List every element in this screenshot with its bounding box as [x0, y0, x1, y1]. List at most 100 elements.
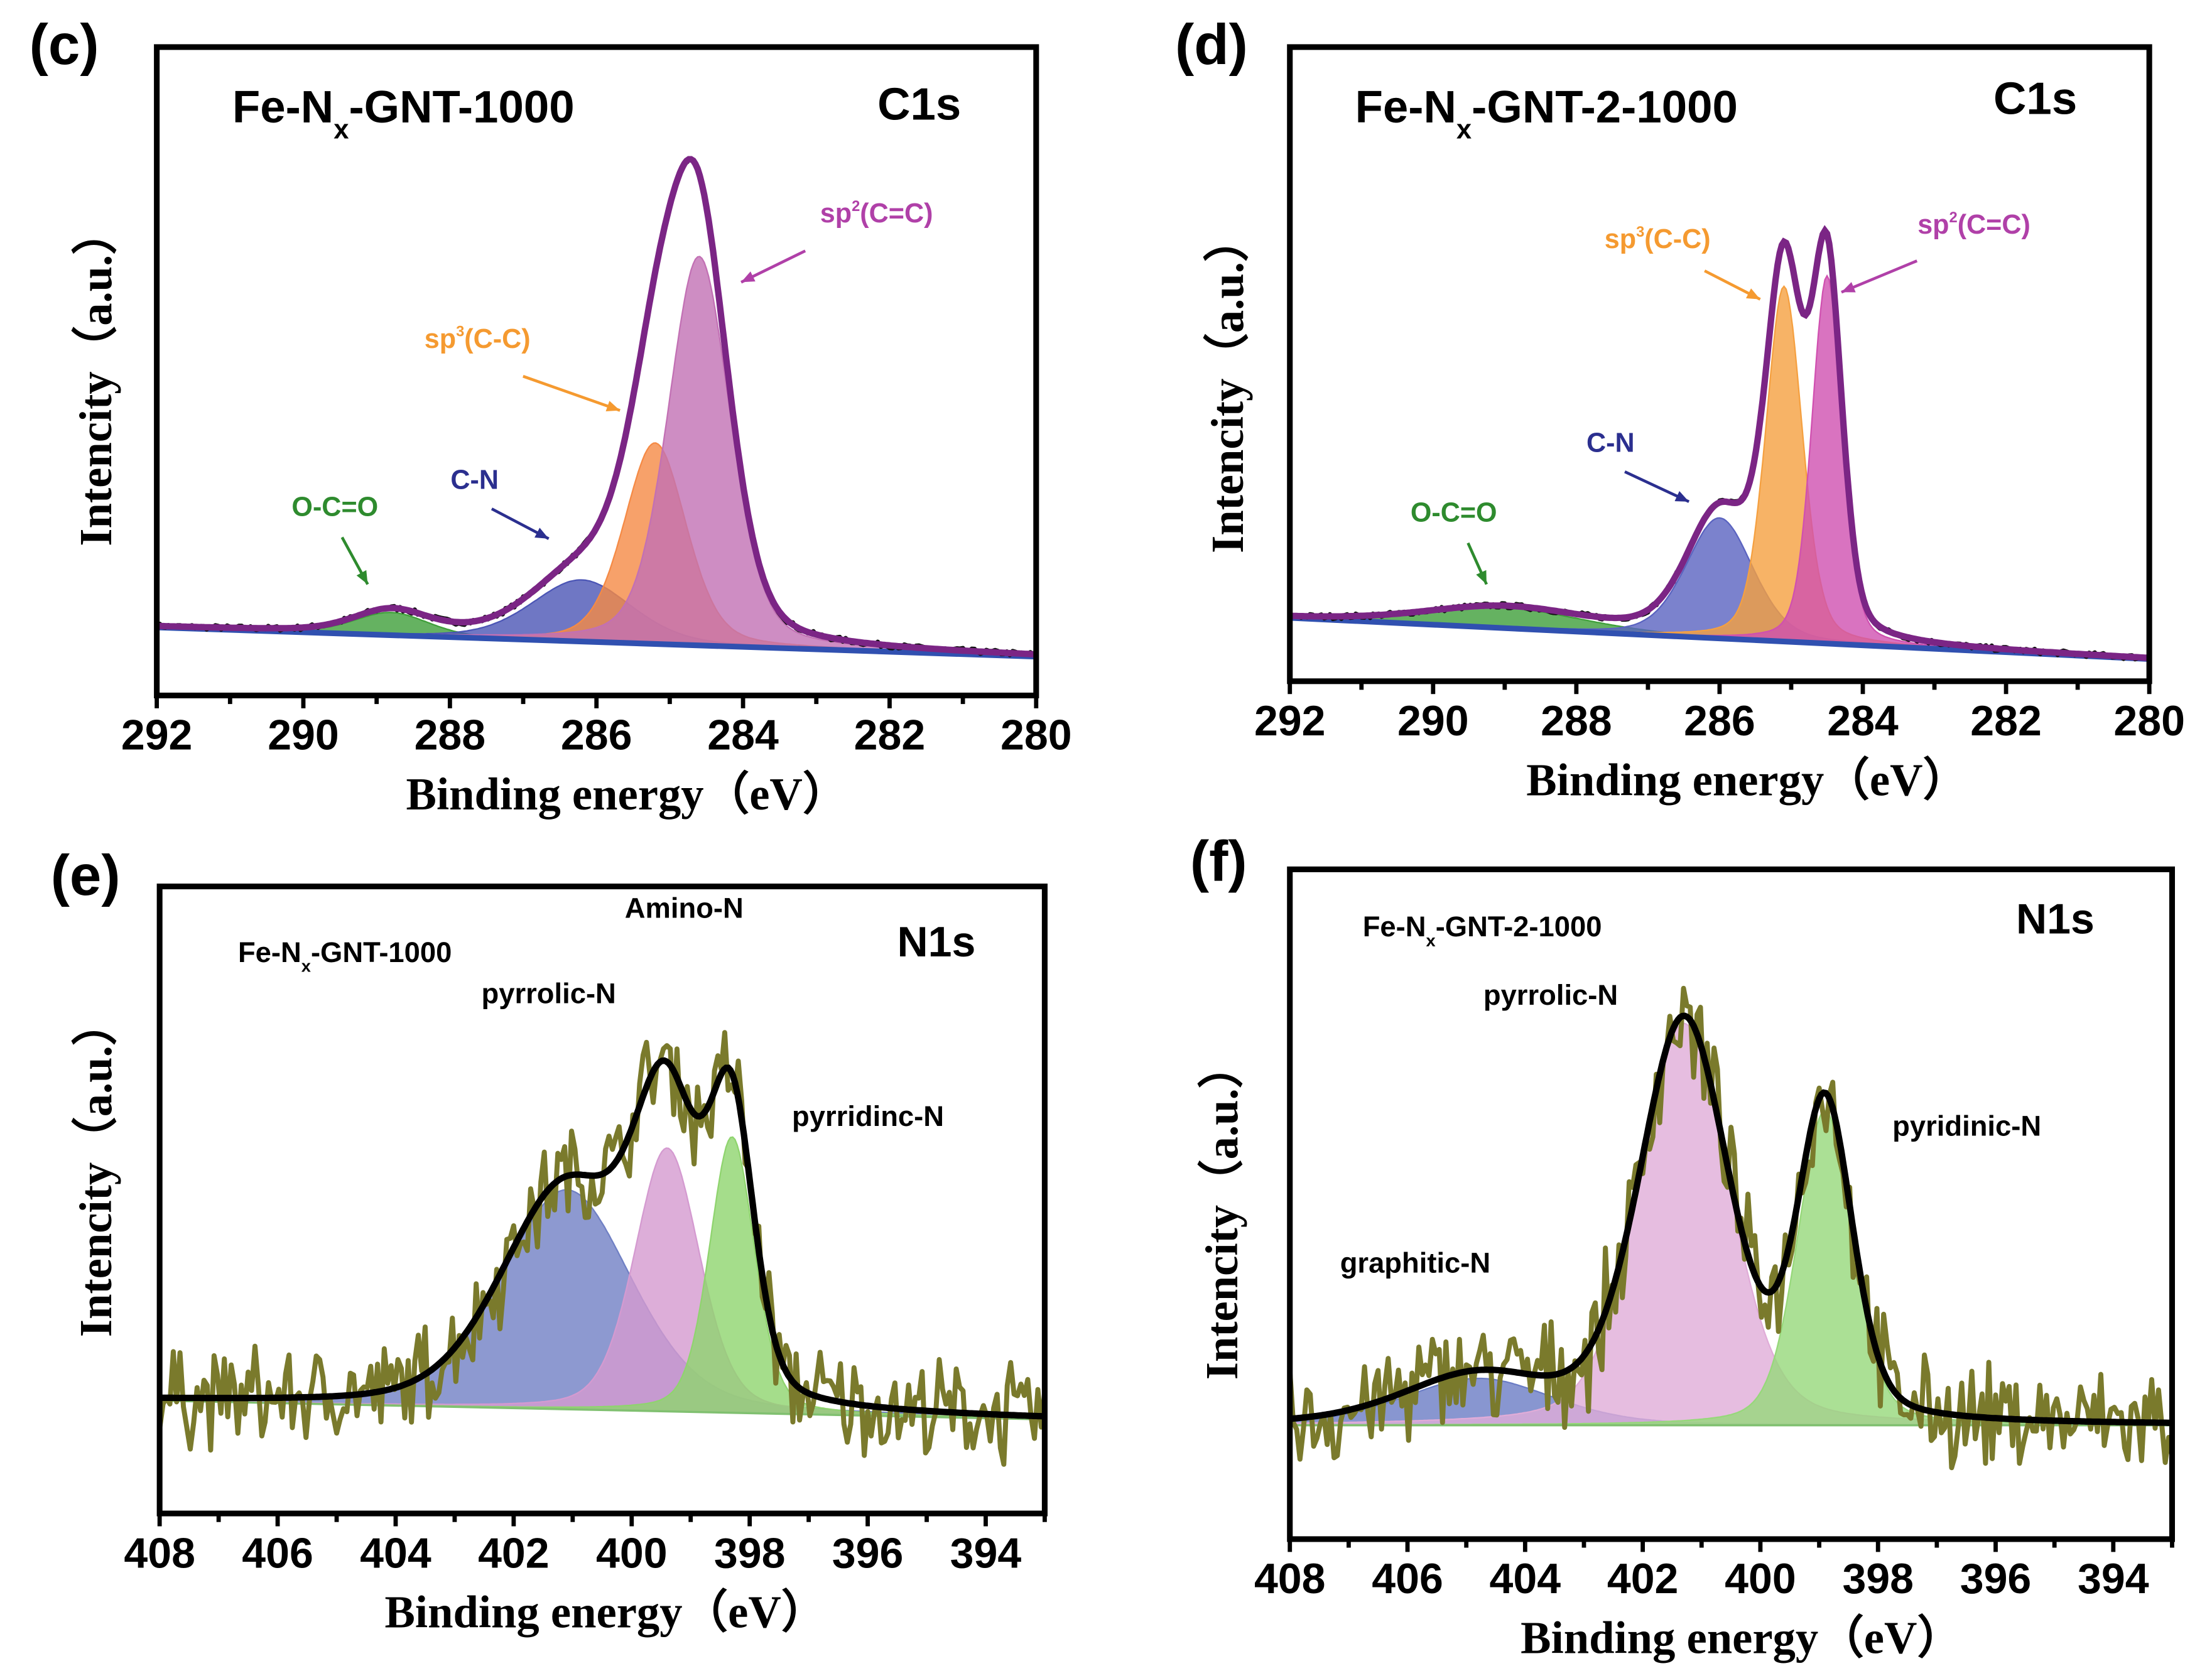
x-tick-label: 400 — [1725, 1555, 1796, 1603]
peak-label: pyrrolic-N — [482, 978, 616, 1010]
x-tick-label: 398 — [714, 1529, 786, 1577]
sample-name: Fe-Nx-GNT-2-1000 — [1363, 911, 1602, 950]
arrow-head-icon — [1841, 282, 1856, 293]
plot-frame — [156, 884, 1048, 1517]
arrow-head-icon — [356, 570, 368, 585]
x-tick-label: 290 — [268, 711, 339, 759]
x-tick-label: 280 — [2113, 697, 2185, 745]
peak-label: sp2(C=C) — [1917, 210, 2030, 240]
x-tick-label: 406 — [1372, 1555, 1443, 1603]
fit-envelope-line — [160, 1057, 1045, 1420]
arrow-head-icon — [741, 271, 756, 283]
chart-panel-c: 292 290 288 286 284 282 280 Binding energy（eV） I… — [30, 13, 1072, 819]
x-tick-label: 288 — [1541, 697, 1612, 745]
sample-name: Fe-Nx-GNT-2-1000 — [1355, 82, 1738, 144]
x-tick-label: 406 — [242, 1529, 313, 1577]
chart-panel-e: 408 406 404 402 400 398 396 394 Binding energy（e… — [51, 844, 1048, 1638]
x-tick-label: 402 — [478, 1529, 550, 1577]
x-tick-label: 396 — [832, 1529, 904, 1577]
sample-name-pre: Fe-N — [1363, 911, 1426, 943]
peak-label: graphitic-N — [1340, 1247, 1490, 1279]
x-axis-label: Binding energy（eV） — [406, 769, 848, 819]
spectrum-title: C1s — [1993, 73, 2077, 124]
sample-name-post: -GNT-1000 — [349, 82, 574, 133]
spectrum-title: C1s — [877, 79, 961, 130]
peak-label: C-N — [1586, 428, 1635, 458]
panel-letter: (e) — [51, 844, 121, 907]
peak-label: sp2(C=C) — [820, 198, 933, 229]
x-tick-label: 402 — [1607, 1555, 1679, 1603]
y-axis-label: Intencity（a.u.） — [70, 209, 121, 546]
chart-panel-f: 408 406 404 402 400 398 396 394 Binding energy（e… — [1190, 830, 2175, 1663]
x-tick-label: 292 — [1254, 697, 1326, 745]
plot-area — [1289, 225, 2150, 663]
x-tick-label: 394 — [2078, 1555, 2149, 1603]
plot-area — [156, 156, 1036, 660]
x-tick-label: 408 — [1254, 1555, 1326, 1603]
sample-name-post: -GNT-2-1000 — [1472, 82, 1738, 133]
peak-label-sup: 2 — [1949, 210, 1958, 226]
sample-name-post: -GNT-1000 — [311, 936, 452, 968]
spectrum-title: N1s — [2016, 895, 2095, 943]
x-tick-label: 290 — [1397, 697, 1469, 745]
raw-data-line — [1289, 985, 2172, 1471]
sample-name: Fe-Nx-GNT-1000 — [232, 82, 575, 144]
panel-letter: (c) — [30, 13, 99, 77]
x-tick-label: 292 — [121, 711, 193, 759]
raw-data-line — [156, 156, 1036, 657]
peak-label-sup: 2 — [852, 198, 860, 215]
sample-name-pre: Fe-N — [1355, 82, 1456, 133]
peak-label: pyrridinc-N — [792, 1100, 944, 1132]
fit-envelope-line — [1289, 225, 2150, 661]
peak-label-sup: 3 — [1636, 224, 1644, 241]
x-axis-label: Binding energy（eV） — [384, 1587, 827, 1638]
peak-label: O-C=O — [1411, 498, 1497, 528]
arrow-head-icon — [534, 527, 549, 539]
x-tick-label: 394 — [950, 1529, 1022, 1577]
peak-label: O-C=O — [291, 492, 378, 522]
x-tick-label: 284 — [707, 711, 779, 759]
panel-letter: (f) — [1190, 830, 1247, 894]
sample-name: Fe-Nx-GNT-1000 — [238, 936, 452, 976]
x-tick-label: 404 — [360, 1529, 431, 1577]
raw-data-line — [160, 1030, 1045, 1467]
fit-envelope-line — [156, 156, 1036, 658]
arrow-head-icon — [1476, 570, 1487, 585]
x-axis-label: Binding energy（eV） — [1526, 754, 1968, 805]
sample-name-pre: Fe-N — [238, 936, 301, 968]
x-tick-label: 282 — [1970, 697, 2042, 745]
x-tick-label: 398 — [1842, 1555, 1914, 1603]
peak-label: C-N — [450, 465, 499, 495]
y-axis-label: Intencity（a.u.） — [1196, 1043, 1247, 1380]
baseline-line — [156, 624, 1036, 660]
y-axis-label: Intencity（a.u.） — [1202, 217, 1253, 554]
x-tick-label: 400 — [596, 1529, 668, 1577]
annotation-arrow — [523, 375, 621, 412]
peak-label-sup: 3 — [456, 324, 464, 340]
arrow-head-icon — [1745, 288, 1760, 300]
x-tick-label: 284 — [1827, 697, 1899, 745]
spectrum-title: N1s — [897, 918, 976, 966]
x-tick-label: 288 — [415, 711, 486, 759]
x-tick-label: 404 — [1490, 1555, 1561, 1603]
x-tick-label: 396 — [1960, 1555, 2032, 1603]
y-axis-label: Intencity（a.u.） — [70, 1000, 121, 1338]
sample-name-pre: Fe-N — [232, 82, 333, 133]
plot-frame — [1287, 866, 2175, 1542]
plot-area — [1289, 985, 2172, 1471]
peak-label: Amino-N — [625, 892, 744, 924]
peak-label-text: sp — [820, 198, 852, 229]
plot-area — [160, 1030, 1045, 1467]
x-tick-label: 280 — [1000, 711, 1072, 759]
peak-label-text: sp — [1605, 224, 1636, 254]
annotation-arrow — [1841, 259, 1918, 294]
peak-label: sp3(C-C) — [1605, 224, 1711, 254]
peak-sp3-c-c- — [156, 442, 1036, 657]
x-tick-label: 282 — [854, 711, 926, 759]
sample-name-sub: x — [333, 115, 349, 145]
sample-name-sub: x — [1426, 931, 1436, 950]
x-axis-label: Binding energy（eV） — [1521, 1612, 1963, 1663]
peak-label: pyrrolic-N — [1483, 979, 1618, 1011]
peak-label: sp3(C-C) — [425, 324, 531, 354]
